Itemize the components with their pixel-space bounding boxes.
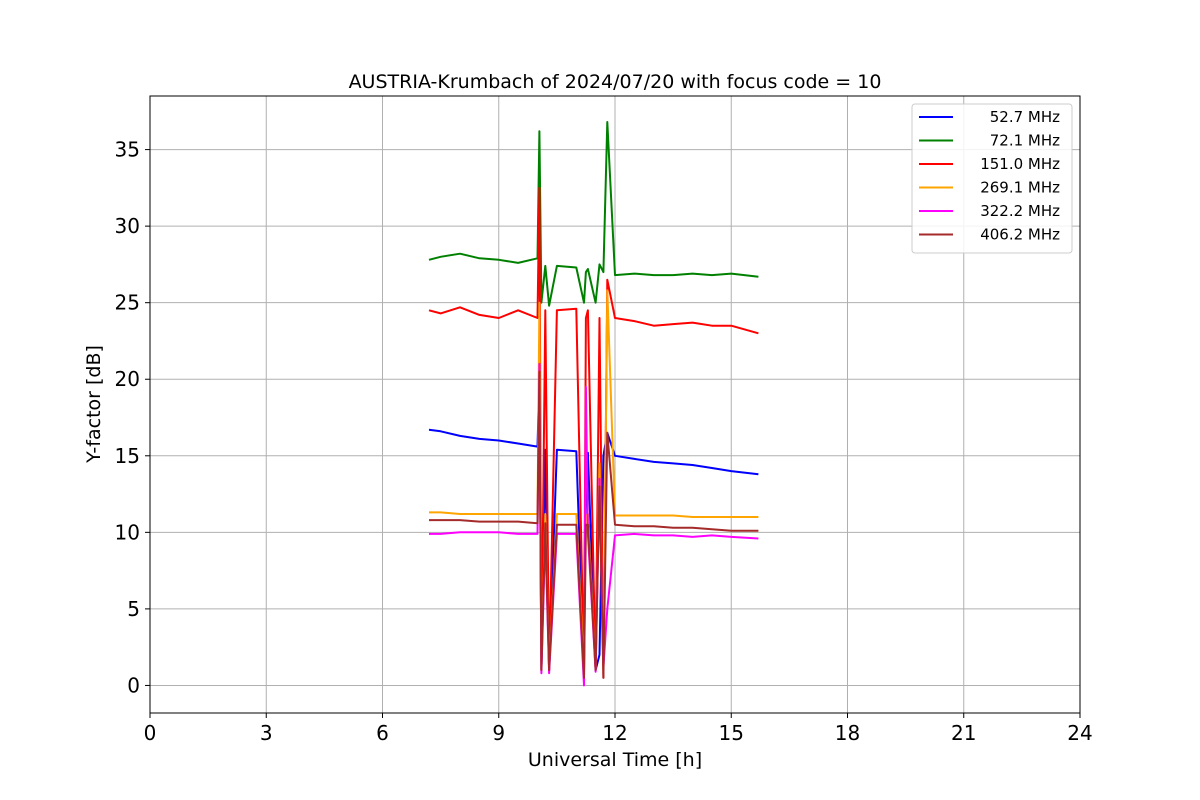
y-tick-label: 35 xyxy=(115,138,140,162)
legend-label-2: 151.0 MHz xyxy=(980,155,1060,173)
y-tick-label: 30 xyxy=(115,214,140,238)
series-line-2 xyxy=(428,186,759,679)
y-tick-label: 20 xyxy=(115,367,140,391)
legend-label-1: 72.1 MHz xyxy=(990,132,1060,150)
y-axis-label: Y-factor [dB] xyxy=(83,345,105,464)
legend-label-3: 269.1 MHz xyxy=(980,179,1060,197)
series-line-3 xyxy=(429,289,759,672)
y-tick-label: 25 xyxy=(115,291,140,315)
ticks: 0 3 6 9 12 15 18 21 24 0 5 10 15 20 25 30 35 xyxy=(115,138,1093,745)
series-layer xyxy=(428,121,759,687)
x-tick-label: 9 xyxy=(492,721,505,745)
x-tick-label: 6 xyxy=(376,721,389,745)
x-tick-label: 24 xyxy=(1067,721,1092,745)
legend: 52.7 MHz 72.1 MHz 151.0 MHz 269.1 MHz 322.2 … xyxy=(911,103,1073,254)
x-axis-label: Universal Time [h] xyxy=(528,749,702,771)
x-tick-label: 12 xyxy=(602,721,627,745)
x-tick-label: 0 xyxy=(144,721,157,745)
legend-label-4: 322.2 MHz xyxy=(980,202,1060,220)
x-tick-label: 18 xyxy=(835,721,860,745)
x-tick-label: 15 xyxy=(719,721,744,745)
chart-title: AUSTRIA-Krumbach of 2024/07/20 with focu… xyxy=(349,71,882,93)
y-tick-label: 5 xyxy=(127,597,140,621)
y-tick-label: 15 xyxy=(115,444,140,468)
y-tick-label: 10 xyxy=(115,520,140,544)
series-line-5 xyxy=(429,370,759,679)
legend-label-5: 406.2 MHz xyxy=(980,226,1060,244)
x-tick-label: 21 xyxy=(951,721,976,745)
series-line-1 xyxy=(428,121,759,307)
x-tick-label: 3 xyxy=(260,721,273,745)
y-tick-label: 0 xyxy=(127,673,140,697)
legend-label-0: 52.7 MHz xyxy=(990,108,1060,126)
